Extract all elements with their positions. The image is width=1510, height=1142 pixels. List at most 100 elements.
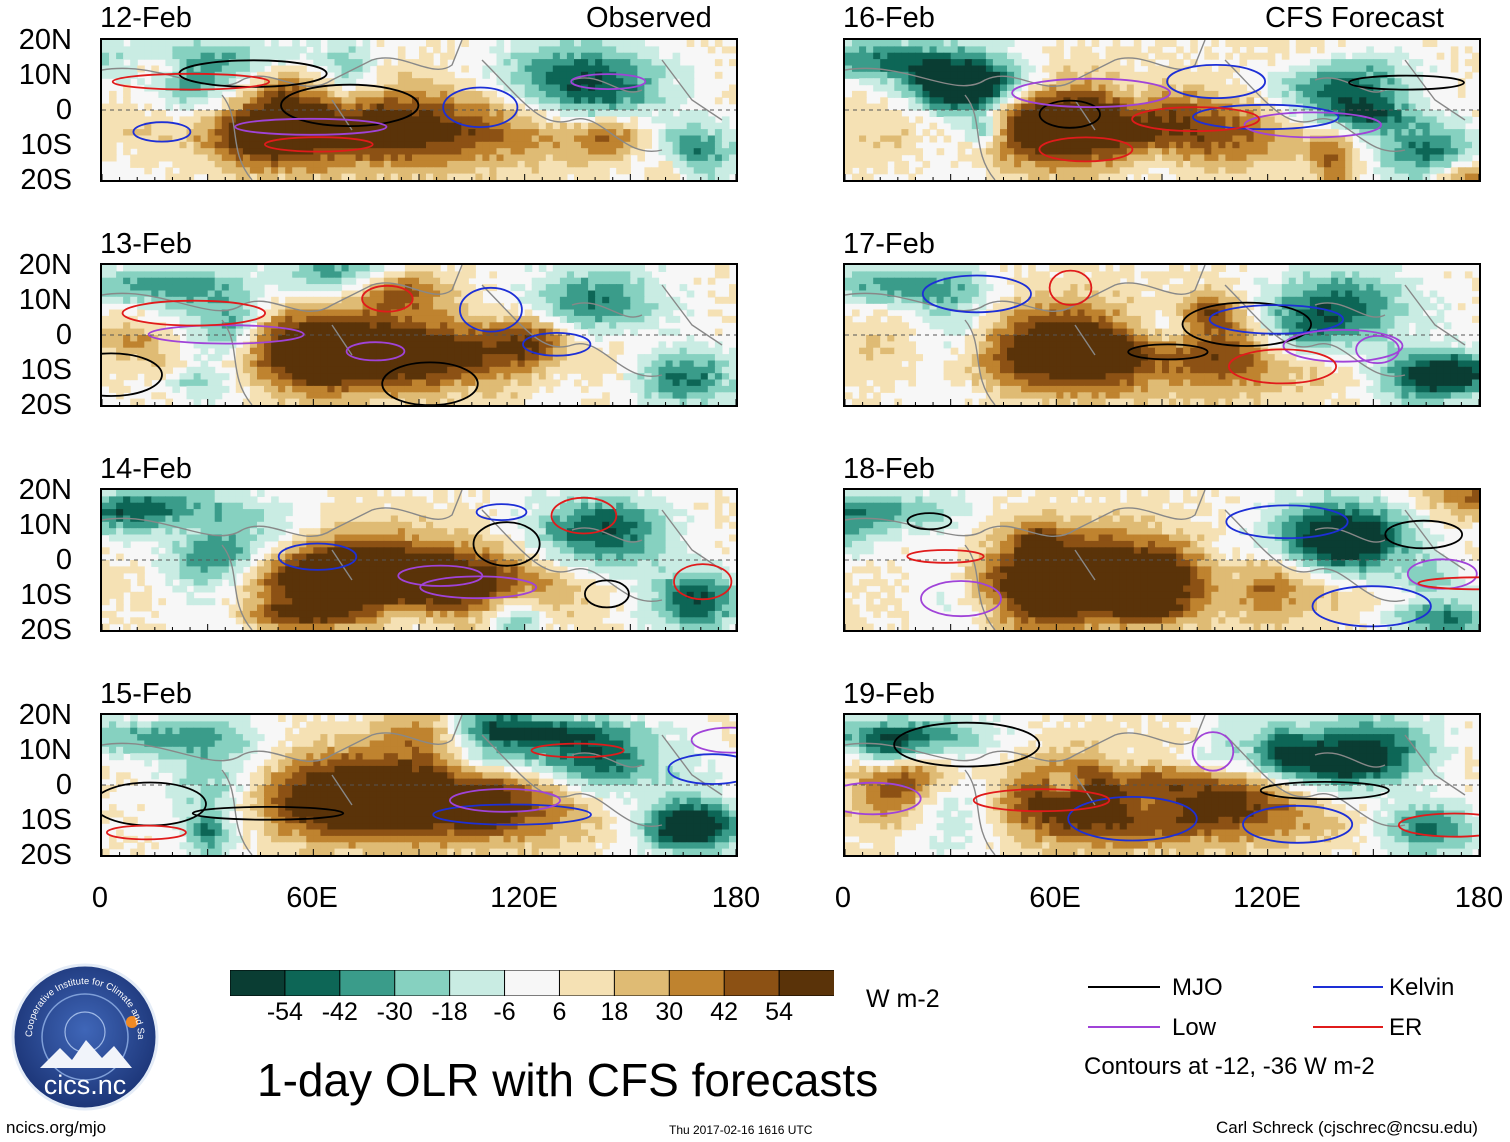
olr-cell [151,528,159,536]
olr-cell [644,284,652,292]
olr-cell [440,623,448,630]
olr-cell [165,290,173,298]
olr-cell [193,579,202,587]
olr-cell [292,398,300,405]
olr-cell [566,347,575,355]
olr-cell [292,135,300,143]
olr-cell [588,97,596,105]
olr-cell [299,360,307,368]
olr-cell [320,373,328,381]
olr-cell [489,398,497,405]
olr-cell [419,572,427,580]
olr-cell [334,360,343,368]
olr-cell [447,141,455,149]
olr-cell [412,579,420,587]
olr-cell [651,540,660,548]
olr-cell [454,160,462,168]
olr-cell [200,335,209,342]
olr-cell [559,315,568,323]
olr-cell [264,354,272,362]
olr-cell [693,392,702,400]
olr-cell [496,572,505,580]
olr-cell [193,129,202,137]
olr-cell [369,354,378,362]
olr-cell [475,97,483,105]
olr-cell [200,347,209,355]
olr-cell [355,52,364,60]
olr-cell [292,379,300,387]
olr-cell [658,560,667,567]
olr-cell [158,322,166,330]
olr-cell [151,322,159,330]
olr-cell [658,521,667,529]
olr-cell [503,160,512,168]
olr-cell [503,110,512,117]
olr-cell [249,347,258,355]
olr-cell [193,65,202,73]
olr-cell [214,129,223,137]
olr-cell [552,509,561,517]
olr-cell [362,496,371,504]
olr-cell [440,84,448,92]
olr-cell [369,385,378,393]
olr-cell [419,160,427,168]
olr-cell [334,52,343,60]
olr-cell [313,322,321,330]
olr-cell [559,341,568,349]
olr-cell [383,496,392,504]
olr-cell [292,122,300,130]
olr-cell [637,528,645,536]
olr-cell [200,328,209,336]
olr-cell [172,490,180,497]
olr-cell [186,547,195,555]
olr-cell [714,604,723,612]
olr-cell [686,135,695,143]
olr-cell [581,296,589,304]
olr-cell [404,116,413,124]
olr-cell [552,366,561,374]
olr-cell [257,90,265,98]
olr-cell [334,141,343,149]
olr-cell [334,392,343,400]
olr-cell [658,328,667,336]
olr-cell [602,366,610,374]
olr-cell [285,148,293,156]
olr-cell [376,398,385,405]
olr-cell [517,360,526,368]
olr-cell [545,167,554,175]
olr-cell [644,135,652,143]
olr-cell [651,277,660,285]
olr-cell [376,341,385,349]
olr-cell [658,373,667,381]
olr-cell [686,566,695,574]
olr-cell [249,547,258,555]
olr-cell [644,103,652,111]
olr-cell [588,502,596,510]
olr-cell [235,135,244,143]
olr-cell [686,560,695,567]
olr-cell [102,328,110,336]
olr-cell [292,110,300,117]
olr-cell [369,129,378,137]
olr-cell [341,90,350,98]
olr-cell [482,335,490,342]
olr-cell [376,103,385,111]
olr-cell [566,167,575,175]
olr-cell [707,617,716,625]
olr-cell [334,103,343,111]
olr-cell [419,617,427,625]
olr-cell [362,604,371,612]
olr-cell [581,40,589,47]
olr-cell [531,496,540,504]
olr-cell [559,591,568,599]
olr-cell [285,347,293,355]
olr-map-observed-12feb [100,38,738,182]
olr-cell [390,360,399,368]
olr-cell [102,373,110,381]
olr-cell [440,90,448,98]
olr-cell [200,135,209,143]
olr-cell [419,385,427,393]
olr-cell [658,65,667,73]
olr-cell [390,122,399,130]
olr-cell [109,566,117,574]
